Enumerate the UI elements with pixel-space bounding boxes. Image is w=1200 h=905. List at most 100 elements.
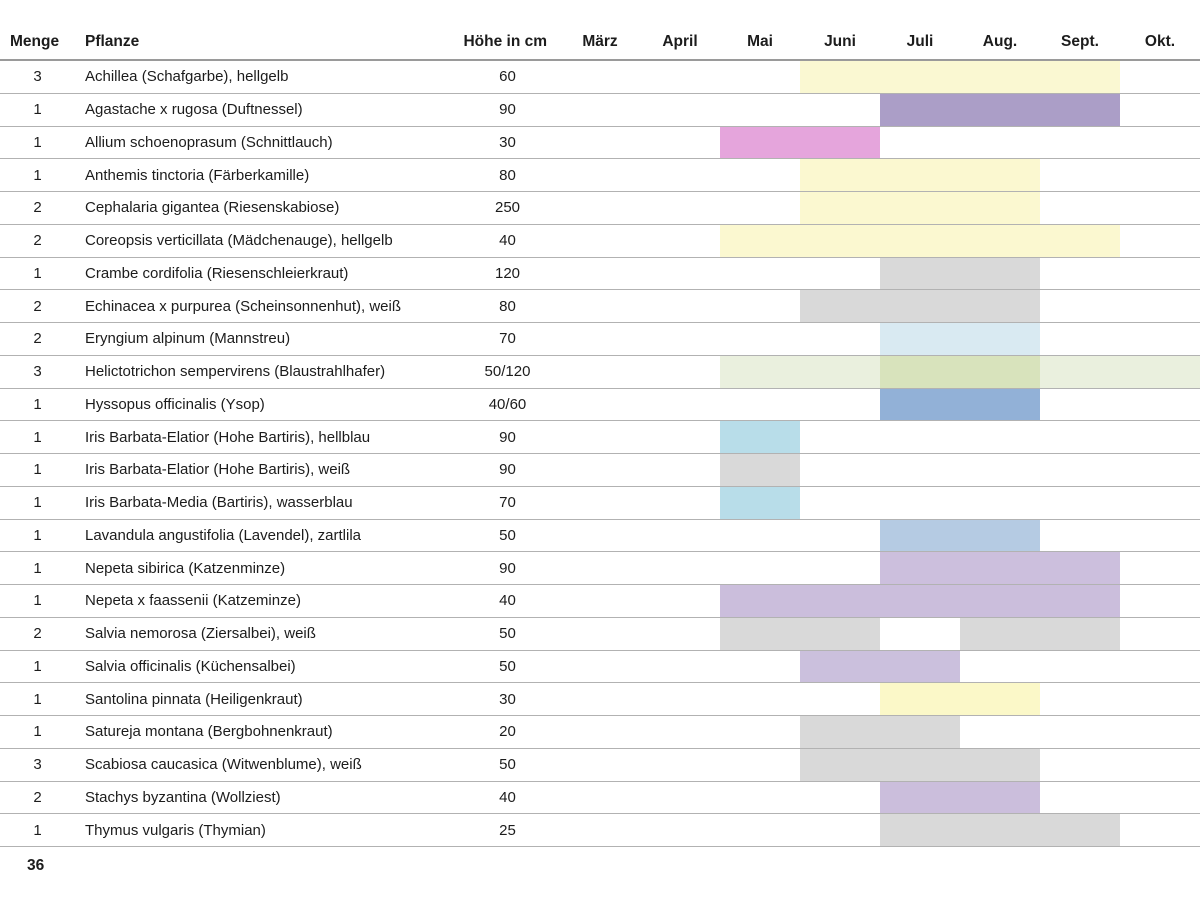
table-row: 1 Anthemis tinctoria (Färberkamille) 80 <box>0 159 1200 192</box>
table-row: 2 Cephalaria gigantea (Riesenskabiose) 2… <box>0 192 1200 225</box>
column-header-month-mai: Mai <box>747 33 773 50</box>
bloom-bar <box>960 617 1120 650</box>
hoehe-cell: 80 <box>499 166 516 184</box>
pflanze-cell: Salvia officinalis (Küchensalbei) <box>85 657 296 675</box>
hoehe-cell: 20 <box>499 723 516 741</box>
menge-cell: 1 <box>33 494 42 512</box>
pflanze-cell: Achillea (Schafgarbe), hellgelb <box>85 68 289 86</box>
pflanze-cell: Nepeta sibirica (Katzenminze) <box>85 559 286 577</box>
table-row: 3 Achillea (Schafgarbe), hellgelb 60 <box>0 61 1200 94</box>
pflanze-cell: Allium schoenoprasum (Schnittlauch) <box>85 133 333 151</box>
table-row: 2 Salvia nemorosa (Ziersalbei), weiß 50 <box>0 617 1200 651</box>
menge-cell: 2 <box>33 199 42 217</box>
table-row: 1 Santolina pinnata (Heiligenkraut) 30 <box>0 683 1200 716</box>
pflanze-cell: Nepeta x faassenii (Katzeminze) <box>85 592 301 610</box>
hoehe-cell: 90 <box>499 461 516 479</box>
bloom-bar <box>880 519 1040 552</box>
table-row: 2 Echinacea x purpurea (Scheinsonnenhut)… <box>0 290 1200 323</box>
bloom-bar <box>880 93 1120 126</box>
pflanze-cell: Lavandula angustifolia (Lavendel), zartl… <box>85 526 362 544</box>
bloom-bar <box>720 421 800 453</box>
column-header-month-maerz: März <box>582 33 618 50</box>
pflanze-cell: Crambe cordifolia (Riesenschleierkraut) <box>85 264 349 282</box>
bloom-bar <box>720 224 1120 257</box>
table-row: 1 Salvia officinalis (Küchensalbei) 50 <box>0 650 1200 684</box>
menge-cell: 1 <box>33 428 42 446</box>
bloom-bar <box>880 355 1040 388</box>
table-row: 3 Scabiosa caucasica (Witwenblume), weiß… <box>0 748 1200 782</box>
table-row: 1 Nepeta sibirica (Katzenminze) 90 <box>0 552 1200 585</box>
pflanze-cell: Iris Barbata-Elatior (Hohe Bartiris), we… <box>85 461 351 479</box>
bloom-bar <box>800 716 960 748</box>
menge-cell: 1 <box>33 690 42 708</box>
table-row: 1 Hyssopus officinalis (Ysop) 40/60 <box>0 388 1200 422</box>
hoehe-cell: 30 <box>499 133 516 151</box>
hoehe-cell: 50 <box>499 756 516 774</box>
bloom-bar <box>800 159 1040 191</box>
pflanze-cell: Santolina pinnata (Heiligenkraut) <box>85 690 303 708</box>
bloom-bar <box>800 192 1040 224</box>
table-row: 2 Stachys byzantina (Wollziest) 40 <box>0 781 1200 815</box>
table-row: 1 Iris Barbata-Media (Bartiris), wasserb… <box>0 486 1200 520</box>
column-header-hoehe: Höhe in cm <box>463 33 547 50</box>
hoehe-cell: 90 <box>499 101 516 119</box>
table-row: 1 Lavandula angustifolia (Lavendel), zar… <box>0 519 1200 553</box>
table-row: 2 Eryngium alpinum (Mannstreu) 70 <box>0 323 1200 356</box>
column-header-month-aug: Aug. <box>982 33 1018 50</box>
menge-cell: 1 <box>33 657 42 675</box>
menge-cell: 2 <box>33 297 42 315</box>
hoehe-cell: 50 <box>499 657 516 675</box>
menge-cell: 1 <box>33 166 42 184</box>
menge-cell: 2 <box>33 232 42 250</box>
table-row: 2 Coreopsis verticillata (Mädchenauge), … <box>0 224 1200 258</box>
table-header-row: Menge Pflanze Höhe in cm März April Mai … <box>0 25 1200 61</box>
hoehe-cell: 40/60 <box>488 395 527 413</box>
pflanze-cell: Satureja montana (Bergbohnenkraut) <box>85 723 333 741</box>
page-number: 36 <box>27 857 45 874</box>
hoehe-cell: 50 <box>499 625 516 643</box>
table-row: 1 Satureja montana (Bergbohnenkraut) 20 <box>0 716 1200 749</box>
pflanze-cell: Salvia nemorosa (Ziersalbei), weiß <box>85 625 316 643</box>
menge-cell: 1 <box>33 723 42 741</box>
hoehe-cell: 90 <box>499 559 516 577</box>
hoehe-cell: 50 <box>499 526 516 544</box>
bloom-bar <box>800 290 1040 322</box>
hoehe-cell: 40 <box>499 788 516 806</box>
pflanze-cell: Iris Barbata-Media (Bartiris), wasserbla… <box>85 494 353 512</box>
hoehe-cell: 250 <box>494 199 521 217</box>
menge-cell: 3 <box>33 363 42 381</box>
table-row: 1 Allium schoenoprasum (Schnittlauch) 30 <box>0 126 1200 160</box>
hoehe-cell: 40 <box>499 592 516 610</box>
column-header-month-sept: Sept. <box>1061 33 1099 50</box>
hoehe-cell: 90 <box>499 428 516 446</box>
column-header-month-okt: Okt. <box>1144 33 1176 50</box>
hoehe-cell: 120 <box>494 264 521 282</box>
bloom-bar <box>880 683 1040 715</box>
table-row: 1 Nepeta x faassenii (Katzeminze) 40 <box>0 585 1200 618</box>
bloom-bar <box>800 748 1040 781</box>
menge-cell: 1 <box>33 821 42 839</box>
pflanze-cell: Eryngium alpinum (Mannstreu) <box>85 330 291 348</box>
pflanze-cell: Stachys byzantina (Wollziest) <box>85 788 281 806</box>
pflanze-cell: Coreopsis verticillata (Mädchenauge), he… <box>85 232 393 250</box>
hoehe-cell: 40 <box>499 232 516 250</box>
table-row: 1 Agastache x rugosa (Duftnessel) 90 <box>0 93 1200 127</box>
menge-cell: 1 <box>33 592 42 610</box>
bloom-bar <box>880 552 1120 584</box>
hoehe-cell: 60 <box>499 68 516 86</box>
bloom-bar <box>720 454 800 486</box>
hoehe-cell: 70 <box>499 330 516 348</box>
hoehe-cell: 50/120 <box>484 363 531 381</box>
table-row: 1 Crambe cordifolia (Riesenschleierkraut… <box>0 257 1200 291</box>
bloom-bar <box>880 388 1040 421</box>
pflanze-cell: Echinacea x purpurea (Scheinsonnenhut), … <box>85 297 402 315</box>
pflanze-cell: Cephalaria gigantea (Riesenskabiose) <box>85 199 340 217</box>
hoehe-cell: 30 <box>499 690 516 708</box>
column-header-month-juli: Juli <box>906 33 934 50</box>
bloom-bar <box>800 61 1120 93</box>
pflanze-cell: Scabiosa caucasica (Witwenblume), weiß <box>85 756 362 774</box>
bloom-bar <box>720 617 880 650</box>
menge-cell: 1 <box>33 461 42 479</box>
menge-cell: 1 <box>33 133 42 151</box>
